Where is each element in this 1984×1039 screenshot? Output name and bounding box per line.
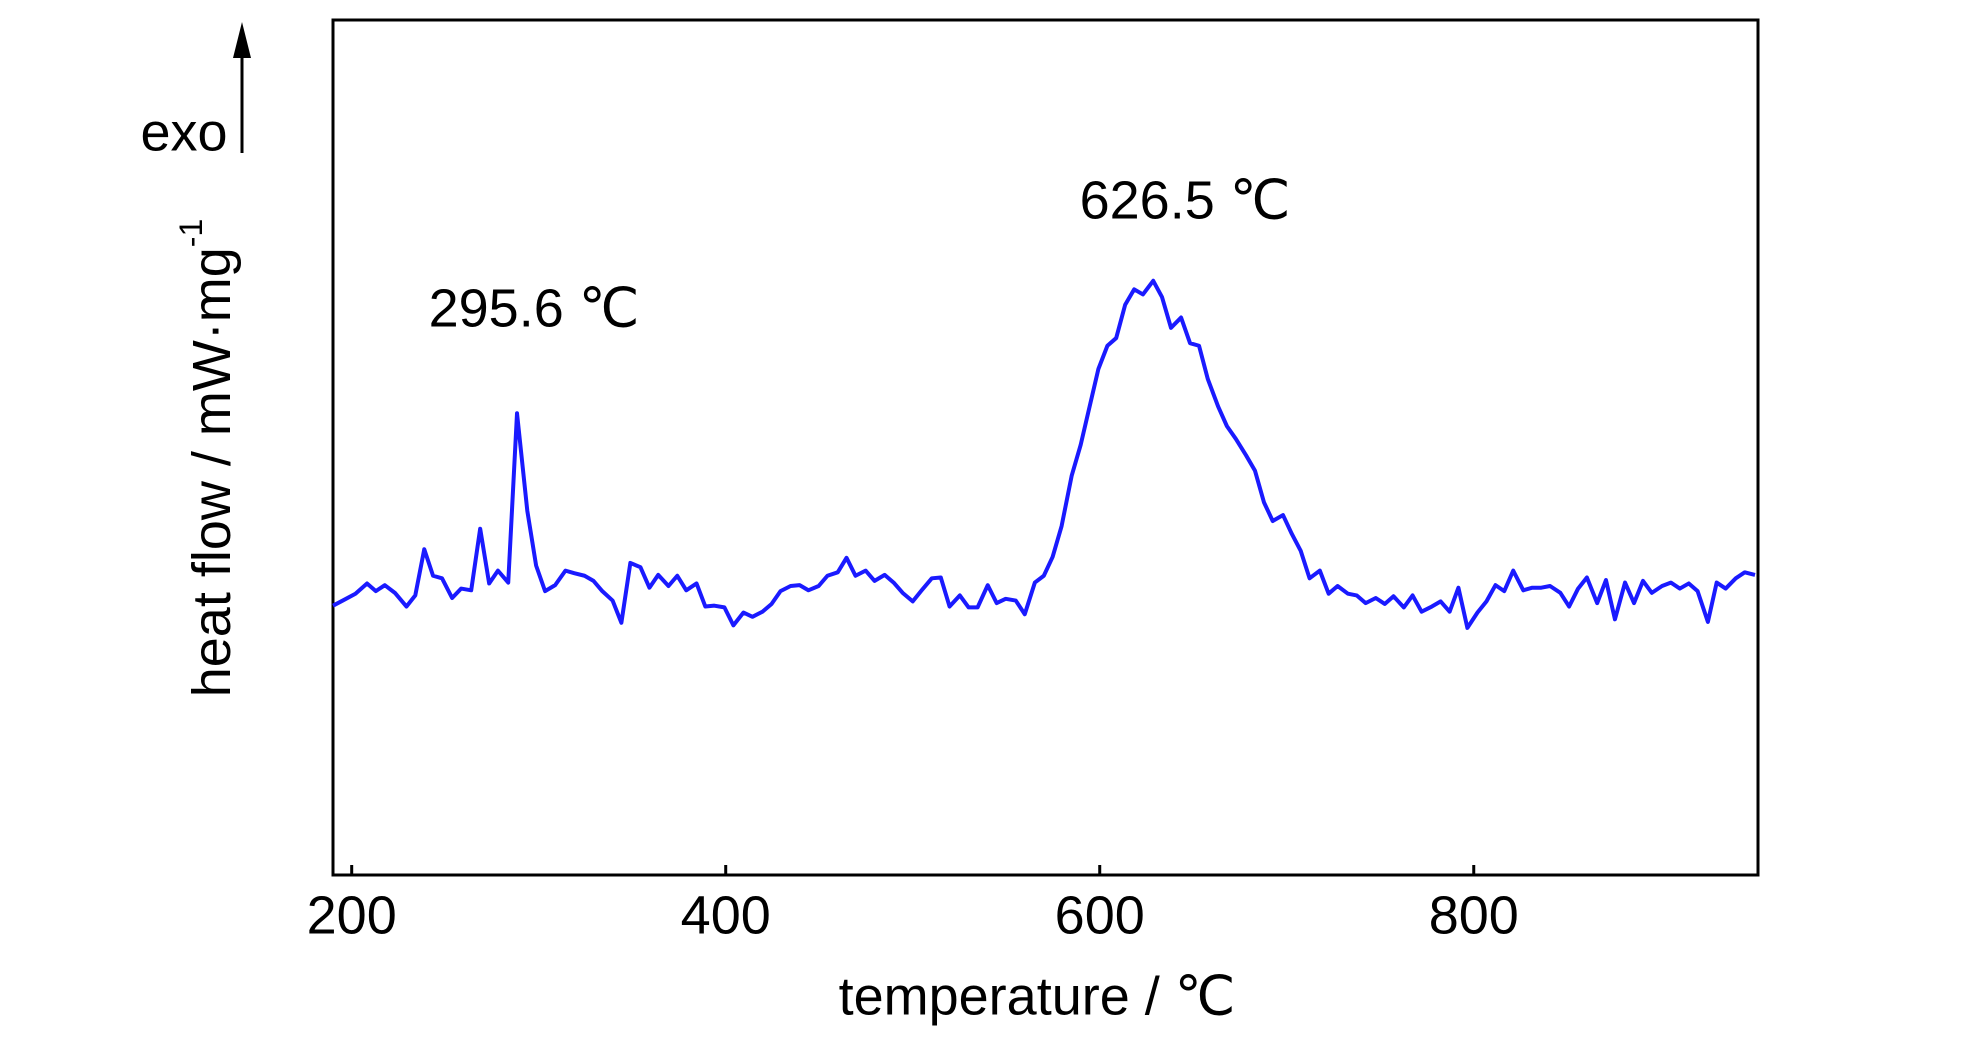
plot-frame <box>331 18 1760 877</box>
x-tick-label: 600 <box>1055 885 1145 945</box>
y-axis-label: heat flow / mW·mg-1 <box>173 219 242 698</box>
peak-annotation: 295.6 ℃ <box>429 278 640 338</box>
peak-annotation: 626.5 ℃ <box>1080 170 1291 230</box>
y-axis-label-sup: -1 <box>173 219 209 247</box>
exo-label: exo <box>140 102 227 162</box>
x-tick-label: 200 <box>307 885 397 945</box>
x-tick-label: 400 <box>681 885 771 945</box>
data-line <box>332 278 1756 630</box>
exo-arrow-head <box>233 22 251 58</box>
x-axis-label: temperature / ℃ <box>839 966 1236 1026</box>
y-axis-label-text: heat flow / mW·mg <box>182 247 242 697</box>
x-tick-label: 800 <box>1429 885 1519 945</box>
